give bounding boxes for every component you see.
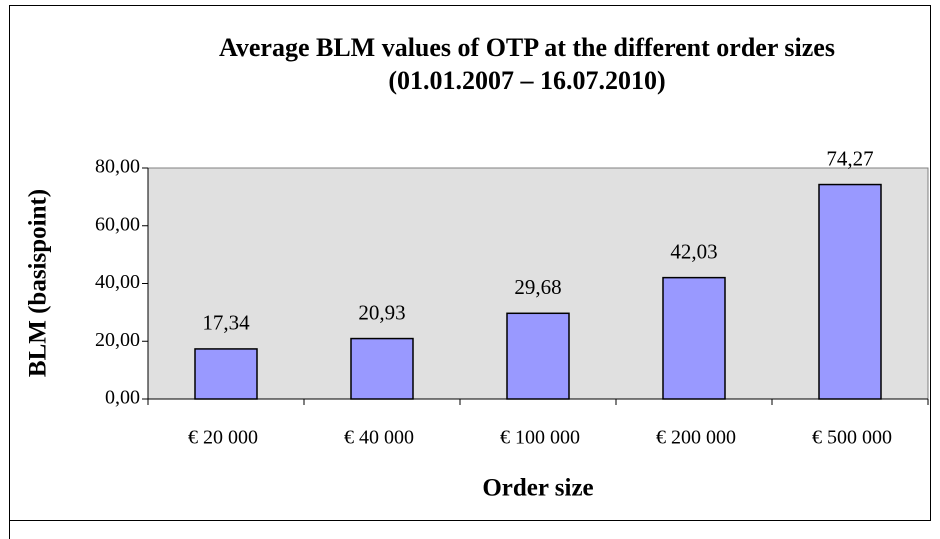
x-tick-label: € 100 000 <box>500 427 580 449</box>
bar <box>350 337 414 400</box>
value-label: 20,93 <box>358 300 405 324</box>
y-tick-label: 0,00 <box>105 387 140 409</box>
value-label: 42,03 <box>670 239 717 263</box>
y-tick-label: 60,00 <box>95 213 140 235</box>
y-tick-label: 40,00 <box>95 271 140 293</box>
chart-subtitle: (01.01.2007 – 16.07.2010) <box>388 66 665 95</box>
x-tick-label: € 200 000 <box>656 427 736 449</box>
frame <box>9 5 931 521</box>
x-tick-label: € 40 000 <box>344 427 414 449</box>
value-label: 29,68 <box>514 275 561 299</box>
y-tick-label: 20,00 <box>95 329 140 351</box>
bar <box>662 276 726 400</box>
value-label: 74,27 <box>826 146 873 170</box>
x-tick-label: € 20 000 <box>188 427 258 449</box>
bar <box>818 183 882 400</box>
x-axis-label: Order size <box>482 475 593 502</box>
bar <box>194 348 258 400</box>
chart-title: Average BLM values of OTP at the differe… <box>219 33 835 62</box>
y-tick-label: 80,00 <box>95 156 140 178</box>
value-label: 17,34 <box>202 311 250 335</box>
x-tick-label: € 500 000 <box>812 427 892 449</box>
y-axis-label: BLM (basispoint) <box>25 189 52 377</box>
bar <box>506 312 570 400</box>
